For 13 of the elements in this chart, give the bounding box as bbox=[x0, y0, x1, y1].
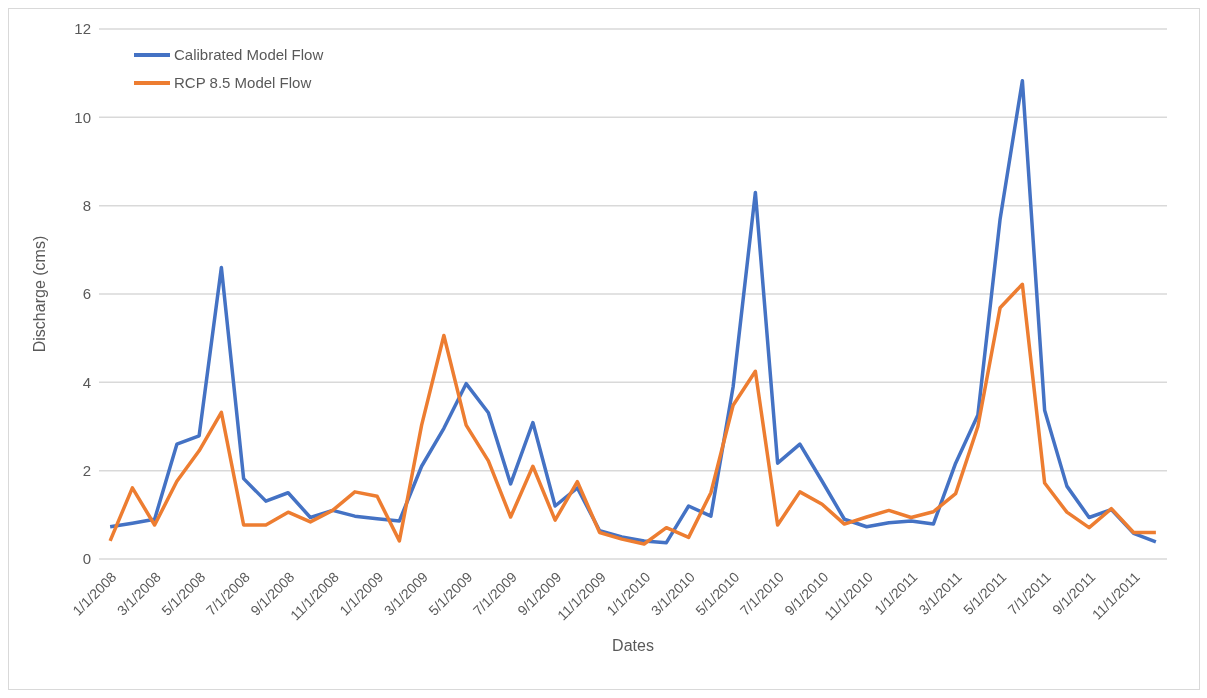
y-tick-label: 8 bbox=[82, 196, 91, 214]
y-axis-title: Discharge (cms) bbox=[30, 235, 48, 353]
y-tick-label: 12 bbox=[74, 20, 91, 38]
y-tick-label: 10 bbox=[74, 108, 91, 126]
y-tick-label: 0 bbox=[82, 550, 91, 568]
y-tick-label: 6 bbox=[82, 285, 91, 303]
line-series bbox=[108, 282, 1158, 546]
legend-label: Calibrated Model Flow bbox=[174, 45, 324, 65]
line-series bbox=[108, 78, 1158, 545]
y-tick-label: 4 bbox=[82, 373, 91, 391]
legend-label: RCP 8.5 Model Flow bbox=[174, 73, 312, 93]
y-tick-label: 2 bbox=[82, 461, 91, 479]
x-axis-title: Dates bbox=[612, 637, 654, 654]
